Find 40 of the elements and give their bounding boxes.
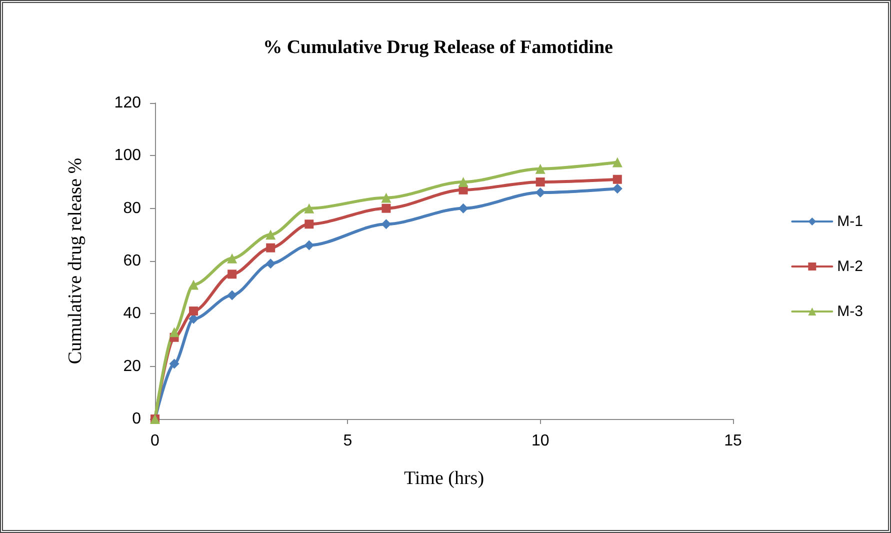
point	[266, 230, 276, 240]
legend-label: M-2	[837, 258, 864, 275]
point	[266, 243, 276, 252]
point	[227, 290, 238, 300]
point	[228, 270, 237, 279]
point	[612, 157, 622, 168]
point	[612, 174, 622, 184]
point	[382, 204, 391, 213]
point	[381, 219, 392, 230]
point	[304, 220, 314, 229]
y-axis-title: Cumulative drug release %	[65, 158, 86, 364]
point	[536, 178, 545, 186]
point	[458, 203, 468, 214]
point	[458, 177, 468, 187]
y-tick-label: 0	[132, 410, 142, 428]
point	[169, 358, 180, 369]
point	[304, 203, 314, 214]
x-tick-label: 0	[150, 432, 160, 450]
chart-title: % Cumulative Drug Release of Famotidine	[263, 37, 613, 58]
point	[169, 327, 180, 338]
y-tick-label: 40	[123, 305, 142, 322]
point	[612, 184, 622, 194]
point	[535, 164, 546, 174]
point	[535, 188, 546, 198]
point	[227, 253, 238, 264]
y-tick-label: 60	[123, 252, 142, 270]
x-axis-title: Time (hrs)	[404, 468, 484, 489]
y-tick-label: 20	[123, 358, 142, 375]
legend-label: M-3	[837, 303, 864, 320]
point	[266, 258, 276, 269]
point	[304, 240, 314, 250]
y-tick-label: 120	[114, 94, 142, 112]
point	[189, 306, 198, 316]
x-tick-label: 10	[531, 432, 550, 450]
x-tick-label: 5	[343, 432, 352, 450]
point	[381, 192, 392, 203]
legend-label: M-1	[837, 213, 864, 230]
x-tick-label: 15	[724, 432, 742, 450]
y-tick-label: 100	[114, 147, 142, 164]
y-tick-label: 80	[123, 200, 142, 217]
